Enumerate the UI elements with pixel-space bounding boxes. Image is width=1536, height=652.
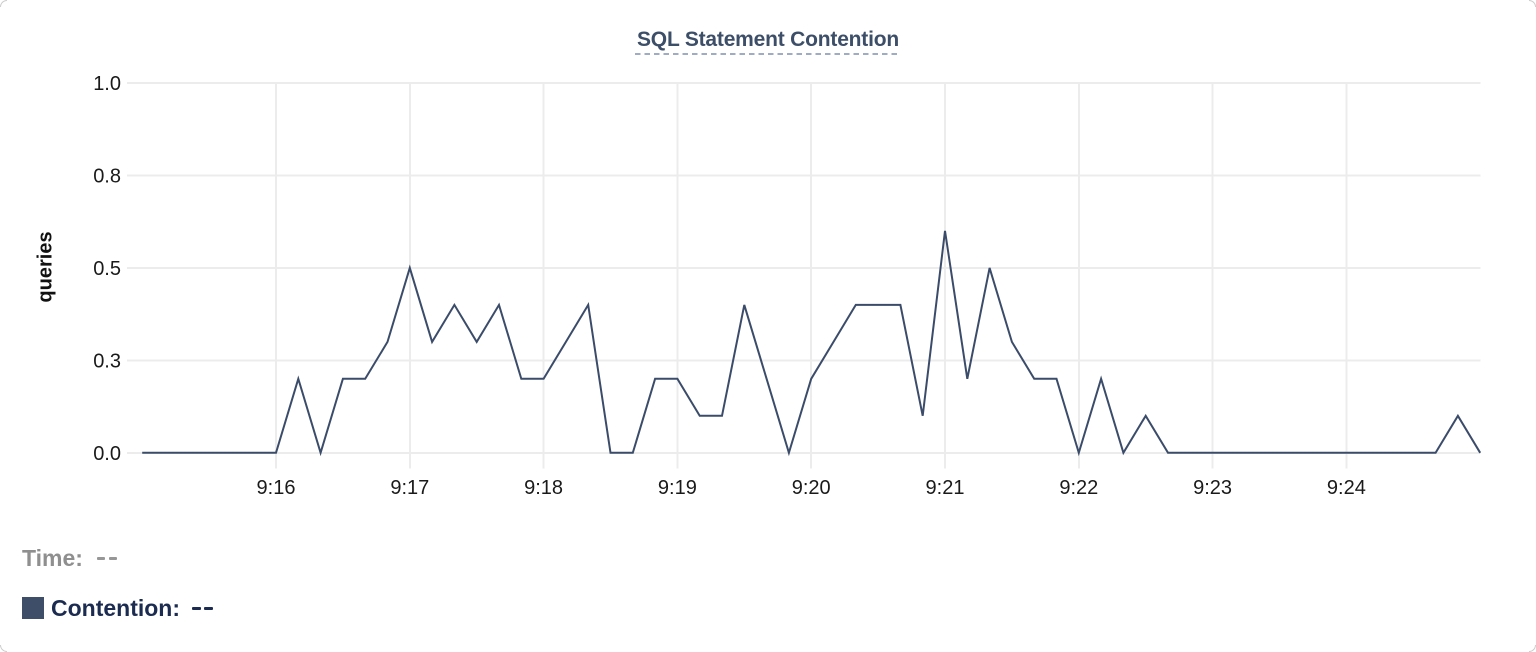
svg-text:9:17: 9:17 — [390, 477, 429, 499]
svg-text:0.3: 0.3 — [93, 350, 121, 372]
svg-text:0.5: 0.5 — [93, 258, 121, 280]
svg-text:9:21: 9:21 — [926, 477, 965, 499]
svg-text:queries: queries — [34, 231, 56, 302]
svg-text:9:20: 9:20 — [792, 477, 831, 499]
svg-text:0.0: 0.0 — [93, 443, 121, 465]
svg-text:9:19: 9:19 — [658, 477, 697, 499]
svg-text:9:23: 9:23 — [1193, 477, 1232, 499]
svg-text:1.0: 1.0 — [93, 73, 121, 95]
svg-text:0.8: 0.8 — [93, 166, 121, 188]
svg-text:9:18: 9:18 — [524, 477, 563, 499]
svg-text:9:22: 9:22 — [1059, 477, 1098, 499]
svg-text:9:24: 9:24 — [1327, 477, 1366, 499]
svg-text:9:16: 9:16 — [257, 477, 296, 499]
